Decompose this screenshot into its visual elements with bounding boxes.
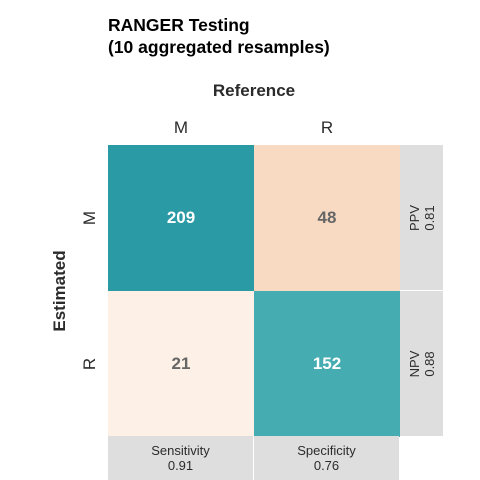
specificity-panel: Specificity 0.76 [254, 436, 399, 480]
row-label-m: M [80, 210, 99, 226]
chart-title-line1: RANGER Testing [108, 15, 250, 35]
row-axis-title: Estimated [50, 250, 69, 332]
ppv-panel: PPV 0.81 [400, 145, 443, 290]
sensitivity-label: Sensitivity [151, 443, 210, 458]
chart-title: RANGER Testing (10 aggregated resamples) [108, 14, 330, 58]
column-label-r: R [320, 118, 334, 137]
npv-label: NPV [406, 350, 422, 377]
chart-title-line2: (10 aggregated resamples) [108, 37, 330, 57]
matrix-cell: 152 [254, 291, 400, 437]
column-label-m: M [173, 118, 189, 137]
ppv-stat: PPV 0.81 [407, 204, 437, 230]
specificity-label: Specificity [297, 443, 356, 458]
matrix-cell: 209 [108, 145, 254, 291]
specificity-value: 0.76 [313, 458, 340, 473]
column-axis-title: Reference [212, 81, 296, 100]
sensitivity-value: 0.91 [167, 458, 194, 473]
row-label-r: R [80, 357, 99, 371]
ppv-value: 0.81 [421, 204, 437, 231]
matrix-cell: 21 [108, 291, 254, 437]
sensitivity-panel: Sensitivity 0.91 [108, 436, 253, 480]
npv-value: 0.88 [421, 350, 437, 377]
matrix-cell: 48 [254, 145, 400, 291]
npv-stat: NPV 0.88 [407, 350, 437, 377]
npv-panel: NPV 0.88 [400, 291, 443, 436]
ppv-label: PPV [406, 204, 422, 231]
